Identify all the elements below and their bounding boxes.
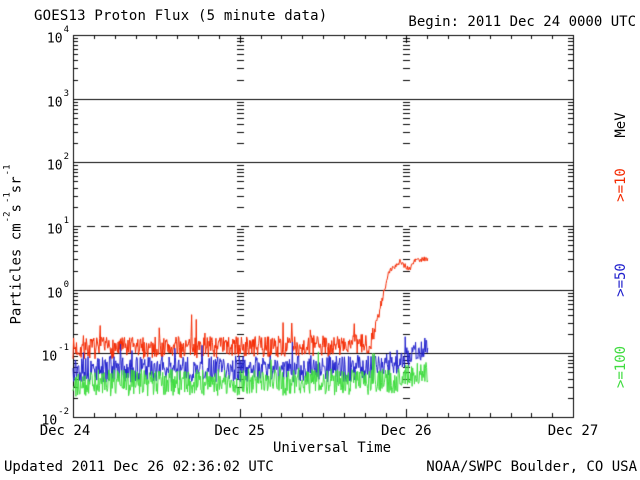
legend-unit-label: MeV xyxy=(613,112,629,138)
x-tick-label: Dec 26 xyxy=(381,423,432,439)
y-tick-label: 101 xyxy=(46,216,69,238)
legend-series-label: >=10 xyxy=(613,168,629,202)
y-tick-label: 10-2 xyxy=(41,407,70,429)
legend-series-label: >=100 xyxy=(613,345,629,389)
y-tick-label: 104 xyxy=(46,25,69,47)
credit-text: NOAA/SWPC Boulder, CO USA xyxy=(426,459,637,475)
x-tick-label: Dec 24 xyxy=(39,423,91,439)
page-title: GOES13 Proton Flux (5 minute data) xyxy=(34,8,328,24)
y-tick-label: 10-1 xyxy=(41,343,70,365)
y-tick-label: 103 xyxy=(46,88,69,110)
updated-timestamp: Updated 2011 Dec 26 02:36:02 UTC xyxy=(4,459,274,475)
y-tick-label: 100 xyxy=(46,279,69,301)
x-tick-label: Dec 27 xyxy=(547,423,599,439)
begin-timestamp: Begin: 2011 Dec 24 0000 UTC xyxy=(408,14,636,30)
legend-series-label: >=50 xyxy=(613,263,629,297)
x-axis-title: Universal Time xyxy=(273,440,392,456)
x-tick-label: Dec 25 xyxy=(214,423,265,439)
y-tick-label: 102 xyxy=(46,152,69,174)
